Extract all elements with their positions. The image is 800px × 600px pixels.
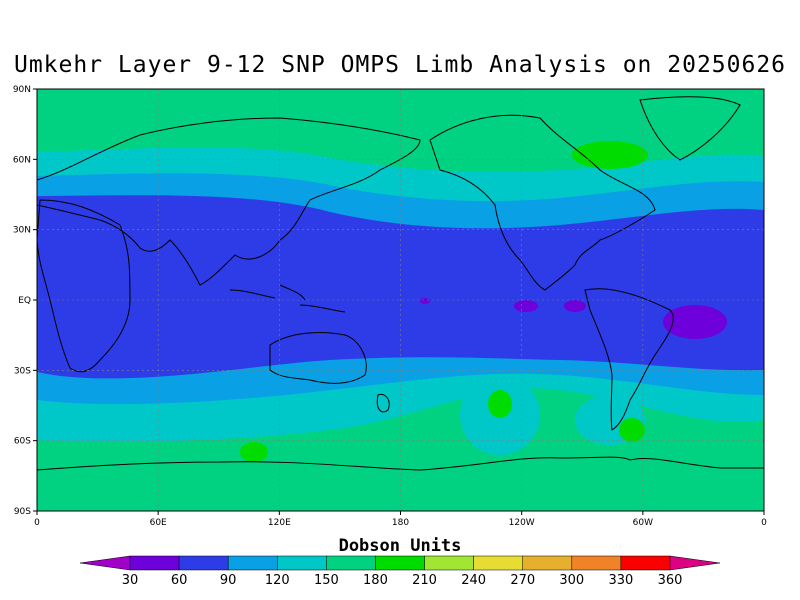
x-axis-ticks: 0 60E 120E 180 120W 60W 0 [34, 511, 767, 528]
x-tick-label: 120W [509, 518, 535, 528]
coast-antarctica [36, 456, 764, 471]
colorbar-segment [522, 555, 573, 571]
colorbar: 30 60 90 120 150 180 210 240 270 300 330 360 [79, 555, 721, 588]
colorbar-label: 60 [171, 573, 188, 588]
coast-africa [36, 199, 131, 373]
ozone-max-patagonia [619, 418, 645, 442]
x-tick-label: 0 [34, 518, 40, 528]
colorbar-segment [375, 555, 425, 571]
colorbar-label: 300 [559, 573, 584, 588]
coast-north-america [429, 114, 656, 291]
colorbar-segment [620, 555, 671, 571]
x-tick-label: 120E [268, 518, 291, 528]
ozone-min-3 [420, 298, 430, 304]
ozone-max-antarctic [240, 442, 268, 462]
colorbar-segment [129, 555, 180, 571]
map-grid [37, 89, 764, 511]
y-axis-ticks: 90N 60N 30N EQ 30S 60S 90S [13, 85, 37, 517]
chart-title: Umkehr Layer 9-12 SNP OMPS Limb Analysis… [13, 52, 787, 78]
colorbar-segment [178, 555, 229, 571]
y-tick-label: 60N [13, 155, 31, 165]
colorbar-title: Dobson Units [338, 536, 462, 556]
colorbar-label: 240 [461, 573, 486, 588]
colorbar-label: 150 [314, 573, 339, 588]
colorbar-label: 180 [363, 573, 388, 588]
y-tick-label: 60S [14, 437, 31, 447]
coast-indonesia [229, 284, 346, 313]
y-tick-label: 30S [14, 366, 31, 376]
ozone-min-1 [514, 300, 538, 312]
colorbar-label: 360 [658, 573, 683, 588]
colorbar-label: 30 [122, 573, 139, 588]
ozone-max-south-pacific [488, 390, 512, 418]
coast-new-zealand [376, 393, 390, 413]
coastlines [36, 96, 764, 471]
colorbar-high-extension [669, 555, 721, 571]
colorbar-label: 330 [608, 573, 633, 588]
colorbar-segment [326, 555, 376, 571]
colorbar-label: 120 [265, 573, 290, 588]
ozone-min-atlantic [663, 305, 727, 339]
colorbar-segment [277, 555, 327, 571]
colorbar-segment [571, 555, 622, 571]
colorbar-label: 270 [510, 573, 535, 588]
colorbar-label: 210 [412, 573, 437, 588]
y-tick-label: 30N [13, 226, 31, 236]
colorbar-segment [227, 555, 278, 571]
coast-eurasia [36, 117, 421, 286]
y-tick-label: EQ [18, 296, 31, 306]
y-tick-label: 90S [14, 507, 31, 517]
x-tick-label: 60W [633, 518, 653, 528]
y-tick-label: 90N [13, 85, 31, 95]
colorbar-low-extension [79, 555, 131, 571]
x-tick-label: 60E [150, 518, 167, 528]
band-tropics [37, 195, 764, 379]
colorbar-label: 90 [220, 573, 237, 588]
x-tick-label: 0 [761, 518, 767, 528]
coast-greenland [639, 96, 741, 161]
ozone-min-2 [564, 300, 586, 312]
colorbar-segment [473, 555, 523, 571]
coast-australia [269, 331, 367, 384]
x-tick-label: 180 [392, 518, 409, 528]
coast-south-america [584, 288, 674, 431]
colorbar-segment [424, 555, 474, 571]
